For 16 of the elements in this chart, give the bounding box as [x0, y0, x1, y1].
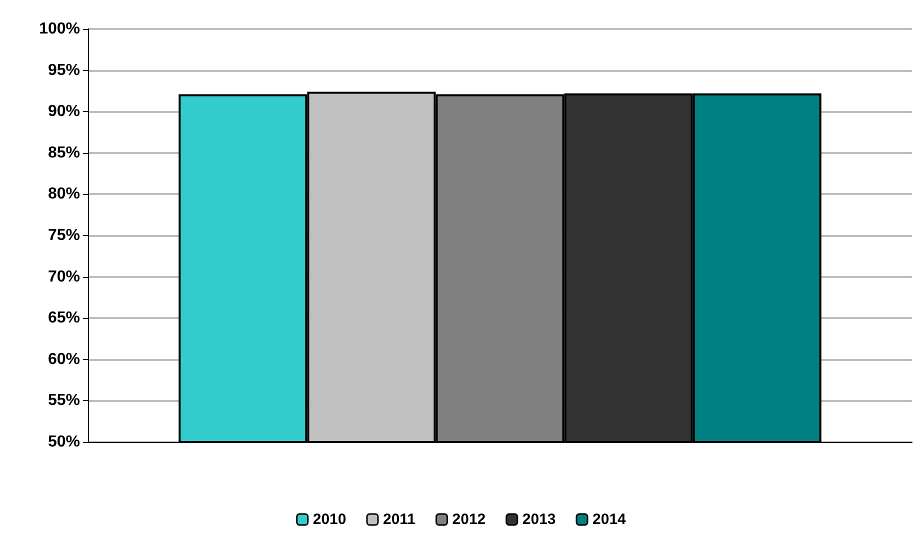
y-tick-label: 75% [48, 227, 80, 244]
y-tick-label: 70% [48, 268, 80, 286]
y-tick-label: 100% [39, 20, 80, 38]
legend-label: 2011 [382, 511, 416, 528]
y-tick-label: 60% [48, 350, 80, 368]
y-tick-label: 65% [48, 310, 80, 327]
y-tick-label: 50% [48, 434, 80, 450]
y-tick-label: 85% [48, 144, 80, 162]
y-tick-label: 90% [48, 103, 80, 120]
y-tick-label: 95% [48, 62, 80, 79]
legend-label: 2010 [312, 511, 346, 528]
y-tick-label: 55% [48, 392, 80, 410]
legend-label: 2012 [452, 511, 486, 528]
legend-label: 2014 [592, 511, 627, 528]
legend-label: 2013 [522, 511, 556, 528]
y-tick-label: 80% [48, 186, 80, 203]
